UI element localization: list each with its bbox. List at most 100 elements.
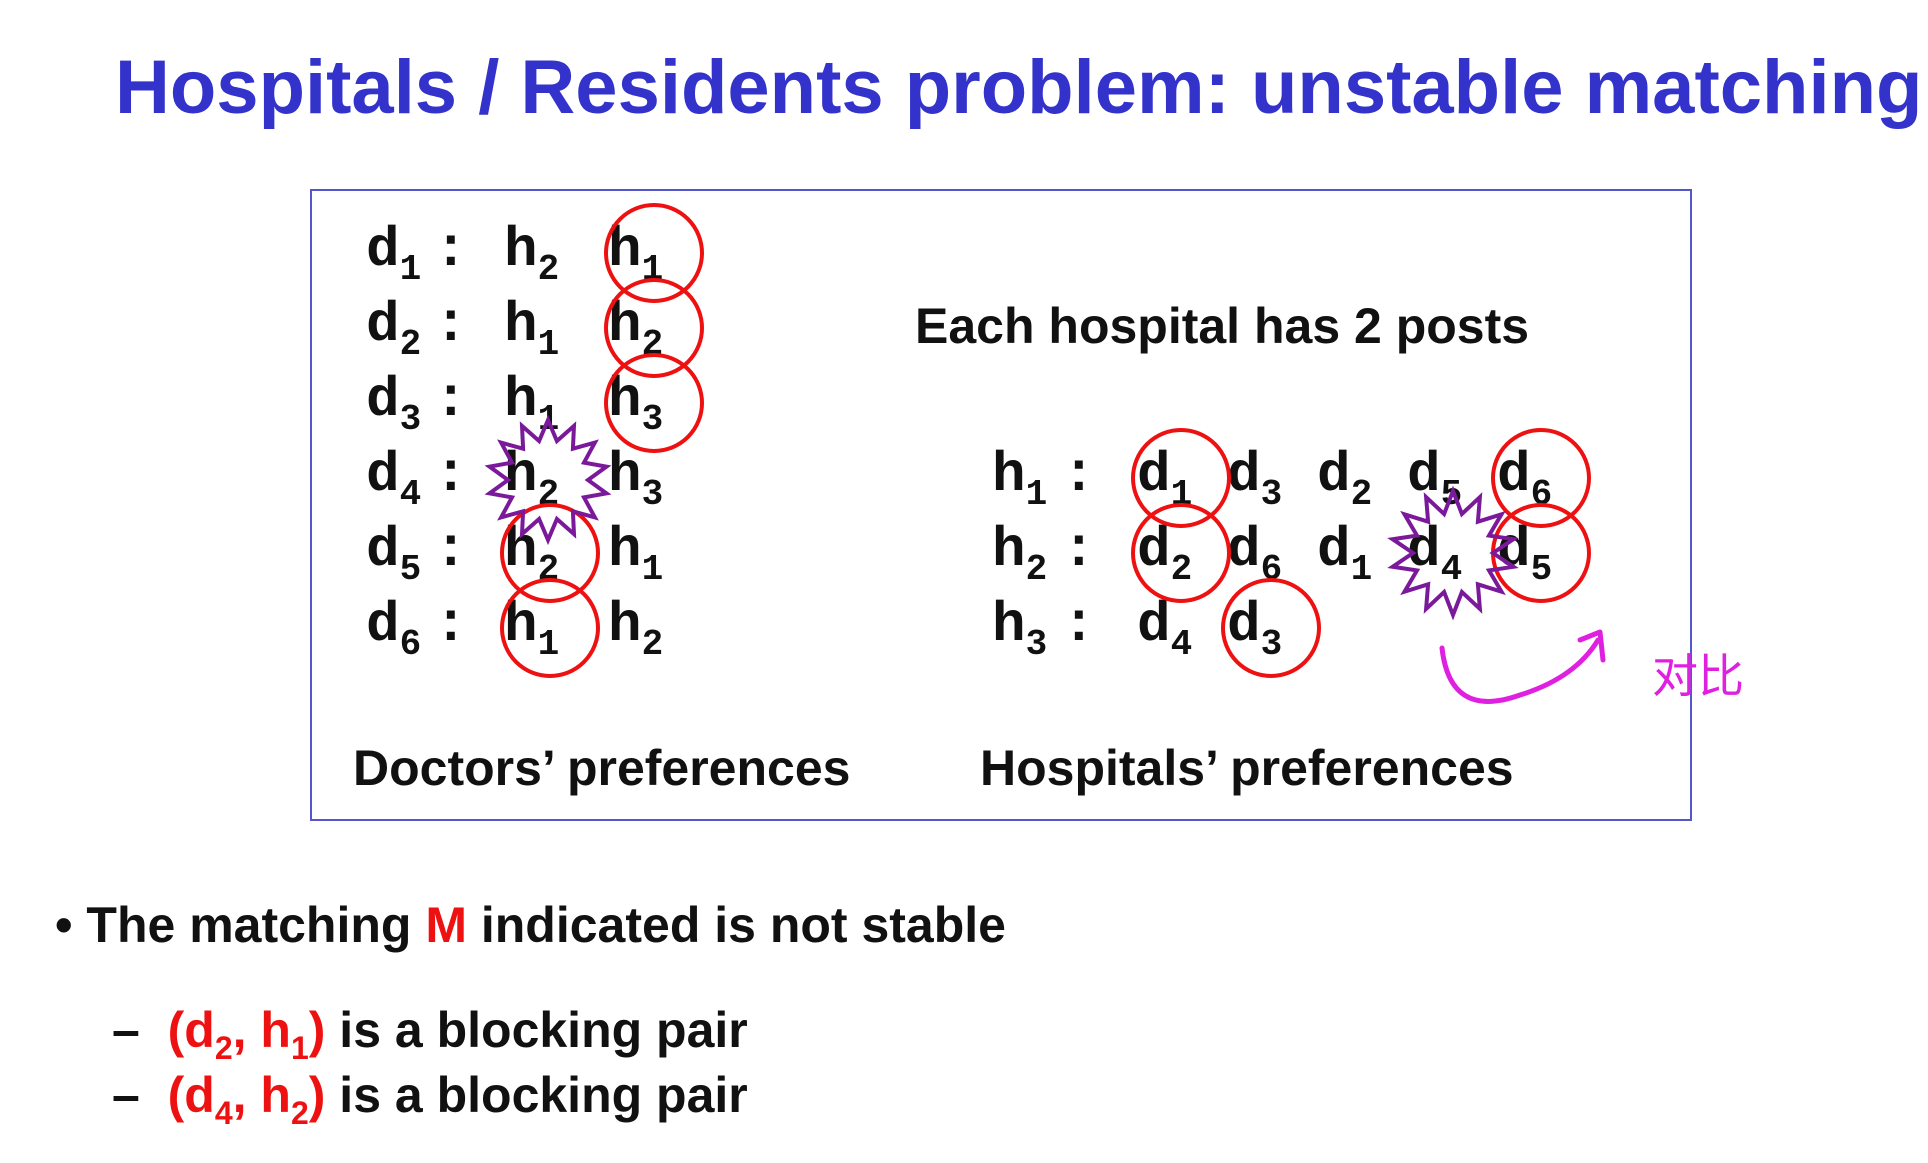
doctor-pref-h3-subscript: 3 (641, 474, 664, 515)
hospital-pref-d4-subscript: 4 (1170, 624, 1193, 665)
bullet-suffix: indicated is not stable (466, 897, 1006, 953)
pair-text: is a blocking pair (325, 1067, 748, 1123)
match-circle (500, 503, 600, 603)
hospital-h2-symbol: h (992, 518, 1026, 582)
separator: , (232, 1067, 261, 1123)
pair-label: (d4, h2) (167, 1067, 326, 1131)
hospital-pref-d2-symbol: d (1317, 443, 1351, 507)
paren: ( (167, 1002, 185, 1058)
doctor-d1: d1 (366, 222, 421, 290)
doctor-pref-h3-symbol: h (608, 443, 642, 507)
hospital-pref-d2-subscript: 2 (1350, 474, 1373, 515)
match-circle (1221, 578, 1321, 678)
doctor-pref-h1: h1 (504, 597, 559, 665)
handwritten-annotation: 对比 (1652, 649, 1744, 703)
doctor-symbol: d (184, 1002, 215, 1058)
paren: ( (167, 1067, 185, 1123)
doctor-pref-h3: h3 (608, 447, 663, 515)
doctor-pref-h2: h2 (504, 222, 559, 290)
colon: : (1062, 518, 1096, 582)
doctor-d5-symbol: d (366, 518, 400, 582)
main-bullet: • The matching M indicated is not stable (55, 896, 1006, 954)
hospital-h2-subscript: 2 (1025, 549, 1048, 590)
arrow-head (1577, 629, 1606, 663)
doctor-d5: d5 (366, 522, 421, 590)
doctor-d2-subscript: 2 (399, 324, 422, 365)
hospital-pref-d1-subscript: 1 (1350, 549, 1373, 590)
doctor-pref-h1-subscript: 1 (537, 624, 560, 665)
doctor-d6: d6 (366, 597, 421, 665)
doctor-d4: d4 (366, 447, 421, 515)
hospital-h1-symbol: h (992, 443, 1026, 507)
match-circle (1131, 428, 1231, 528)
doctor-pref-h1: h1 (608, 522, 663, 590)
hospital-subscript: 2 (290, 1095, 309, 1131)
doctor-pref-h2-symbol: h (608, 293, 642, 357)
colon: : (1062, 593, 1096, 657)
hospital-subscript: 1 (290, 1030, 309, 1066)
hospital-pref-d4-subscript: 4 (1440, 549, 1463, 590)
hospital-pref-d4-symbol: d (1137, 593, 1171, 657)
doctor-pref-h1-subscript: 1 (537, 324, 560, 365)
paren: ) (308, 1067, 326, 1123)
hospital-pref-d3: d3 (1227, 447, 1282, 515)
doctor-pref-h3: h3 (608, 372, 663, 440)
matching-m: M (425, 897, 467, 953)
hospital-h3-subscript: 3 (1025, 624, 1048, 665)
bullet-dot: • (55, 897, 87, 953)
hospital-symbol: h (260, 1067, 291, 1123)
doctor-d4-subscript: 4 (399, 474, 422, 515)
doctor-pref-h3-symbol: h (608, 368, 642, 432)
doctor-pref-h1-subscript: 1 (641, 549, 664, 590)
hospital-pref-d2: d2 (1317, 447, 1372, 515)
colon: : (434, 368, 468, 432)
match-circle (1491, 503, 1591, 603)
colon: : (434, 518, 468, 582)
hospital-symbol: h (260, 1002, 291, 1058)
preferences-box: d1: h2 h1 d2: h1 h2 d3: h1 h3 d4: h2 h3 d5: h2 h1 d6: h1… (310, 189, 1692, 821)
doctor-pref-h1-symbol: h (608, 518, 642, 582)
blocking-star (1387, 485, 1519, 621)
colon: : (434, 593, 468, 657)
comparison-arrow (1439, 637, 1601, 704)
hospital-pref-d2: d2 (1137, 522, 1192, 590)
doctor-d3-symbol: d (366, 368, 400, 432)
hospital-pref-d2-subscript: 2 (1170, 549, 1193, 590)
doctor-pref-h1-symbol: h (504, 593, 538, 657)
hospital-pref-d6-symbol: d (1497, 443, 1531, 507)
hospital-pref-d3-subscript: 3 (1260, 624, 1283, 665)
doctor-d2-symbol: d (366, 293, 400, 357)
match-circle (604, 353, 704, 453)
doctor-pref-h1-symbol: h (504, 293, 538, 357)
blocking-star (484, 414, 612, 546)
doctor-pref-h1-symbol: h (504, 368, 538, 432)
blocking-pair-2: – (d4, h2) is a blocking pair (112, 1066, 748, 1131)
doctor-pref-h1-symbol: h (608, 218, 642, 282)
hospital-h3-symbol: h (992, 593, 1026, 657)
doctor-d5-subscript: 5 (399, 549, 422, 590)
doctor-d6-subscript: 6 (399, 624, 422, 665)
hospital-pref-d1-symbol: d (1137, 443, 1171, 507)
doctor-d4-symbol: d (366, 443, 400, 507)
hospital-pref-d5-symbol: d (1407, 443, 1441, 507)
hospital-pref-d1-symbol: d (1317, 518, 1351, 582)
hospital-pref-d1: d1 (1317, 522, 1372, 590)
doctor-d1-subscript: 1 (399, 249, 422, 290)
doctor-pref-h2-symbol: h (608, 593, 642, 657)
dash: – (112, 1067, 140, 1123)
hospital-pref-d2-symbol: d (1137, 518, 1171, 582)
hospital-h2: h2 (992, 522, 1047, 590)
doctor-subscript: 2 (214, 1030, 233, 1066)
hospital-pref-d3-subscript: 3 (1260, 474, 1283, 515)
hospital-pref-d5-subscript: 5 (1530, 549, 1553, 590)
hospital-h1-subscript: 1 (1025, 474, 1048, 515)
hospitals-caption: Hospitals’ preferences (980, 740, 1514, 796)
doctor-pref-h3-subscript: 3 (641, 399, 664, 440)
colon: : (434, 443, 468, 507)
capacity-note: Each hospital has 2 posts (915, 298, 1530, 354)
colon: : (434, 218, 468, 282)
hospital-h3: h3 (992, 597, 1047, 665)
separator: , (232, 1002, 261, 1058)
bullet-prefix: The matching (86, 897, 426, 953)
